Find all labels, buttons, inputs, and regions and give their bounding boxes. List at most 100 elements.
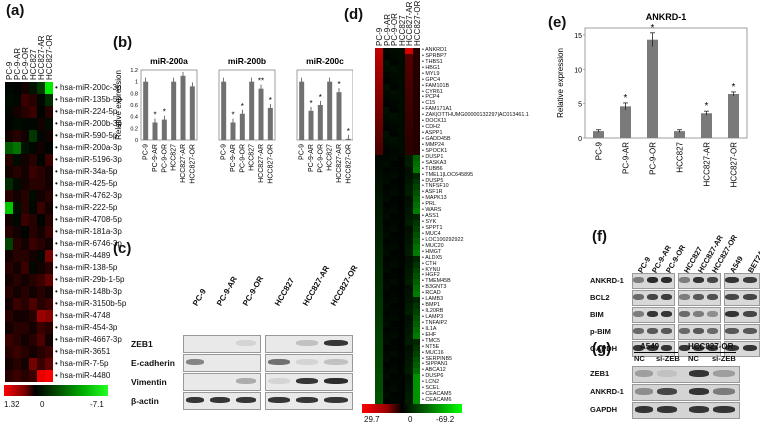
- ankrd1-bar: [593, 131, 604, 138]
- zeb1-knockdown-blot: A549 HCC827-OR NC si-ZEB NC si-ZEB ZEB1 ANKRD-1…: [590, 340, 760, 426]
- gene-heat-cell: [382, 184, 390, 191]
- gene-heat-cell: [375, 255, 383, 262]
- zeb1-blot-strip: [632, 366, 740, 383]
- gene-heat-cell: [390, 237, 398, 245]
- mirna-heatmap-row-label: • hsa-miR-200c-3p: [55, 83, 122, 92]
- mir200-xtick: HCC827-AR: [336, 144, 343, 183]
- ankrd1-blot-row-label: ANKRD-1: [590, 276, 624, 285]
- gene-heat-cell: [412, 332, 420, 340]
- gene-heat-cell: [412, 65, 420, 73]
- mirna-heat-cell: [5, 262, 13, 274]
- mirna-heatmap: [5, 82, 53, 382]
- gene-heat-cell: [382, 119, 390, 126]
- ankrd1-bar-chart: ANKRD-1 Relative expression 0 5 10 15 PC-9 * PC-…: [556, 12, 748, 187]
- mirna-heat-cell: [13, 166, 21, 178]
- gene-heat-cell: [397, 184, 405, 191]
- gene-heat-cell: [390, 220, 398, 227]
- mirna-heat-cell: [13, 250, 21, 262]
- ankrd1-chart-frame: [584, 27, 748, 139]
- mirna-heat-cell: [29, 334, 37, 346]
- gene-heat-cell: [382, 279, 390, 286]
- mirna-heat-cell: [37, 358, 45, 370]
- gene-heat-cell: [397, 267, 405, 274]
- zeb1-blot-group-line: [688, 352, 736, 353]
- gene-heat-cell: [412, 344, 420, 351]
- mirna-heat-cell: [5, 274, 13, 286]
- gene-heat-cell: [375, 374, 383, 381]
- gene-heat-cell: [405, 48, 413, 55]
- gene-heat-cell: [375, 226, 383, 233]
- mirna-heat-cell: [45, 154, 53, 166]
- gene-heat-cell: [405, 166, 413, 173]
- zeb1-blot-band: [657, 370, 677, 377]
- mir200-ytick: 0.2: [130, 126, 138, 132]
- gene-heat-cell: [375, 326, 383, 334]
- mir200-bar: [336, 92, 342, 140]
- mirna-heat-cell: [29, 178, 37, 190]
- mirna-heat-cell: [21, 334, 29, 346]
- gene-heat-cell: [405, 255, 413, 262]
- gene-heat-cell: [397, 95, 405, 102]
- emt-blot-row-label: ZEB1: [131, 339, 153, 349]
- mirna-heat-cell: [45, 334, 53, 346]
- gene-heat-cell: [405, 202, 413, 209]
- gene-heatmap-row-label: • DOCK11: [422, 118, 447, 125]
- gene-heat-cell: [412, 380, 420, 387]
- gene-heatmap-row-label: • TMEM45B: [422, 278, 451, 285]
- gene-heat-cell: [405, 291, 413, 298]
- gene-heat-cell: [375, 350, 383, 357]
- gene-heat-cell: [375, 309, 383, 316]
- mirna-heat-cell: [37, 238, 45, 250]
- mirna-heat-cell: [13, 238, 21, 250]
- gene-heat-cell: [382, 101, 390, 108]
- gene-heat-cell: [375, 220, 383, 227]
- gene-heat-cell: [405, 226, 413, 233]
- gene-heat-cell: [405, 172, 413, 179]
- gene-heat-cell: [390, 178, 398, 185]
- mirna-heat-cell: [21, 202, 29, 214]
- mir200-xtick: PC-9-AR: [230, 144, 237, 172]
- mirna-heatmap-row-label: • hsa-miR-425-5p: [55, 179, 118, 188]
- gene-heat-cell: [405, 190, 413, 197]
- mirna-heatmap-row-label: • hsa-miR-181a-3p: [55, 227, 122, 236]
- gene-heatmap-row-label: • SPOCK1: [422, 147, 448, 154]
- mirna-heat-cell: [37, 346, 45, 358]
- gene-heatmap-row-label: • LAMP3: [422, 314, 444, 320]
- gene-heat-cell: [375, 89, 383, 96]
- gene-heat-cell: [412, 249, 420, 256]
- mir200-significance: *: [337, 80, 340, 89]
- mir200-ytick: 1.2: [130, 68, 138, 74]
- gene-heat-cell: [382, 48, 390, 55]
- ankrd1-chart-title: ANKRD-1: [646, 12, 687, 22]
- ankrd1-blot-band: [661, 311, 672, 317]
- gene-heat-cell: [397, 131, 405, 138]
- gene-heat-cell: [390, 386, 398, 393]
- mirna-heat-cell: [21, 142, 29, 154]
- gene-heat-cell: [382, 137, 390, 144]
- gene-heat-cell: [382, 202, 390, 209]
- mirna-heatmap-row-label: • hsa-miR-4762-3p: [55, 191, 122, 200]
- gene-heatmap-row-label: • TUBB6: [422, 165, 443, 172]
- emt-blot-band: [324, 397, 348, 403]
- gene-heatmap-row-label: • NT5E: [422, 343, 440, 350]
- gene-heat-cell: [375, 285, 383, 292]
- gene-heat-cell: [390, 326, 398, 334]
- mirna-heatmap-row-label: • hsa-miR-138-5p: [55, 263, 118, 272]
- gene-heat-cell: [390, 208, 398, 215]
- mirna-heat-cell: [29, 166, 37, 178]
- gene-heat-cell: [397, 148, 405, 156]
- ankrd1-blot-band: [693, 328, 704, 334]
- gene-heat-cell: [390, 172, 398, 179]
- gene-heat-cell: [382, 303, 390, 310]
- gene-heat-cell: [382, 113, 390, 120]
- gene-heatmap-row-label: • DUSP1: [422, 153, 444, 160]
- gene-heat-cell: [390, 131, 398, 138]
- mirna-heat-cell: [21, 154, 29, 166]
- gene-heat-cell: [412, 279, 420, 286]
- gene-heat-cell: [412, 231, 420, 239]
- mirna-heat-cell: [13, 226, 21, 238]
- gene-heat-cell: [412, 202, 420, 209]
- gene-heat-cell: [375, 249, 383, 256]
- gene-color-scale: [362, 404, 462, 413]
- emt-blot-column-label: PC-9-OR: [241, 274, 266, 308]
